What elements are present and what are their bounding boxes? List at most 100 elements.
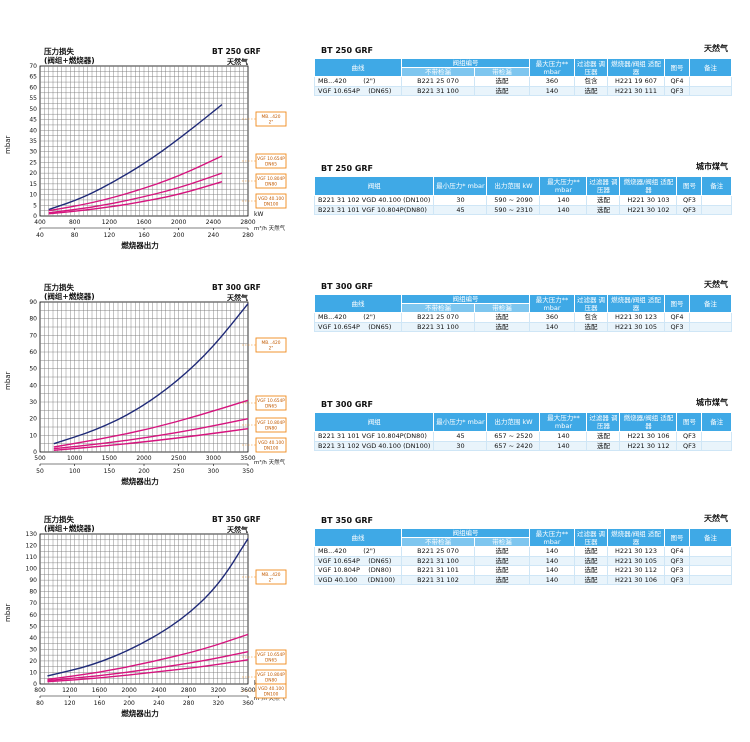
chart-gas: 天然气: [227, 526, 248, 534]
y-tick-label: 30: [29, 399, 37, 406]
cell: [689, 85, 732, 96]
col-figure: 图号: [664, 294, 690, 313]
cell: (2"): [363, 313, 376, 321]
y-tick-label: 70: [29, 600, 37, 607]
col-max-pressure: 最大压力** mbar: [529, 58, 575, 77]
legend-tag-size: DN65: [265, 162, 277, 168]
x-tick-label-m3: 50: [36, 468, 44, 475]
legend-tag-box: [255, 649, 287, 665]
legend-tag-box: [255, 437, 287, 453]
y-tick-label: 65: [29, 74, 37, 81]
cell: B221 25 070: [401, 76, 475, 87]
col-curve: 曲线: [314, 294, 402, 313]
cell: 选配: [574, 555, 608, 566]
cell: (DN65): [368, 322, 392, 331]
y-tick-label: 10: [29, 192, 37, 199]
col-min-pressure: 最小压力* mbar: [433, 412, 488, 432]
col-output-range: 出力范围 kW: [486, 412, 541, 432]
cell: QF3: [664, 574, 690, 585]
col-valve-code: 阀组编号: [401, 58, 530, 68]
x-tick-label-m3: 150: [104, 468, 116, 475]
x-tick-label-kw: 800: [34, 687, 46, 694]
cell: QF4: [664, 546, 690, 557]
table-row: B221 31 101 VGF 10.804P(DN80) 45 657 ~ 2…: [313, 431, 732, 442]
cell: MB...420: [318, 77, 347, 85]
x-tick-label-m3: 360: [242, 700, 254, 707]
y-tick-label: 120: [26, 543, 38, 550]
col-adapter: 燃烧器/阀组 适配器: [619, 412, 678, 432]
col-figure: 图号: [676, 412, 703, 432]
col-filter: 过滤器 调压器: [574, 58, 608, 77]
cell: H221 30 105: [607, 555, 665, 566]
cell: VGF 10.654P: [318, 556, 360, 565]
cell: [689, 321, 732, 332]
x-tick-label-m3: 200: [123, 700, 135, 707]
table-title: BT 300 GRF: [321, 282, 374, 291]
cell: H221 30 111: [607, 85, 665, 96]
series-curve: [53, 303, 249, 445]
series-curve: [47, 538, 249, 677]
col-note: 备注: [701, 176, 732, 196]
x-tick-label-m3: 320: [213, 700, 225, 707]
cell: 45: [433, 431, 488, 442]
legend-tag-name: MB...420: [262, 114, 281, 120]
x-tick-label-m3: 240: [208, 232, 220, 239]
cell: B221 31 101 VGF 10.804P(DN80): [313, 204, 435, 215]
y-tick-label: 30: [29, 646, 37, 653]
legend-tag-size: DN65: [265, 404, 277, 410]
chart-svg: 0 5 10 15 20 25 30 35 40 45 50 55 60 65 70 400 800 1200 16…: [29, 63, 287, 239]
cell: 包含: [574, 76, 608, 87]
table-bt300-city-gas: BT 300 GRF 城市煤气 阀组 最小压力* mbar 出力范围 kW 最大…: [313, 398, 732, 451]
chart-title-pressure-loss: 压力损失: [44, 515, 74, 524]
cell: B221 31 100: [401, 555, 475, 566]
col-valve-code: 阀组编号: [401, 528, 530, 538]
cell: 包含: [574, 312, 608, 323]
legend-tag-size: DN100: [264, 692, 279, 698]
cell: B221 31 102 VGD 40.100 (DN100): [313, 440, 435, 451]
x-tick-label-kw: 3000: [206, 455, 221, 462]
y-tick-label: 60: [29, 612, 37, 619]
legend-tag-box: [255, 395, 287, 411]
cell: (DN65): [368, 556, 392, 565]
cell: 140: [529, 546, 575, 557]
col-adapter: 燃烧器/阀组 适配器: [619, 176, 678, 196]
table-row: MB...420 (2") B221 25 070 选配 360 包含 H221…: [314, 76, 732, 87]
table-gas-type: 天然气: [704, 280, 728, 289]
x-tick-label-kw: 1600: [136, 219, 151, 226]
cell: B221 25 070: [401, 312, 475, 323]
x-tick-label-kw: 2000: [122, 687, 137, 694]
table-row: MB...420 (2") B221 25 070 选配 140 选配 H221…: [314, 546, 732, 557]
cell: 140: [529, 555, 575, 566]
x-tick-label-m3: 280: [242, 232, 254, 239]
chart-svg: 0 10 20 30 40 50 60 70 80 90 500 1000 1500 2000 2500 30…: [29, 299, 287, 475]
table-bt300-natural-gas: BT 300 GRF 天然气 曲线 阀组编号 最大压力** mbar 过滤器 调…: [314, 280, 732, 332]
y-tick-label: 5: [33, 202, 37, 209]
cell: 140: [539, 204, 588, 215]
cell: VGF 10.654P: [318, 86, 360, 95]
cell: H221 30 105: [607, 321, 665, 332]
col-figure: 图号: [664, 528, 690, 547]
y-tick-label: 60: [29, 349, 37, 356]
chart-model: BT 350 GRF: [212, 515, 261, 524]
cell: 657 ~ 2420: [486, 440, 541, 451]
x-tick-label-kw: 2800: [181, 687, 196, 694]
cell: 140: [529, 321, 575, 332]
series-curve: [47, 633, 249, 681]
cell: 140: [539, 431, 588, 442]
x-tick-label-kw: 1500: [102, 455, 117, 462]
legend-tag-size: DN80: [265, 426, 277, 432]
cell: 选配: [574, 574, 608, 585]
cell: MB...420: [318, 547, 347, 555]
chart-m3-label: m³/h 天然气: [254, 226, 286, 232]
cell: QF4: [664, 312, 690, 323]
cell: H221 30 106: [619, 431, 678, 442]
y-tick-label: 20: [29, 416, 37, 423]
cell: QF3: [676, 440, 703, 451]
legend-tag-name: VGD 40.100: [258, 440, 284, 446]
cell: [701, 204, 732, 215]
col-leak: 带检漏: [474, 303, 530, 313]
table-row: VGF 10.804P (DN80) B221 31 101 选配 140 选配…: [314, 565, 732, 576]
x-tick-label-m3: 40: [36, 232, 44, 239]
cell: 590 ~ 2310: [486, 204, 541, 215]
cell: (2"): [363, 77, 376, 85]
